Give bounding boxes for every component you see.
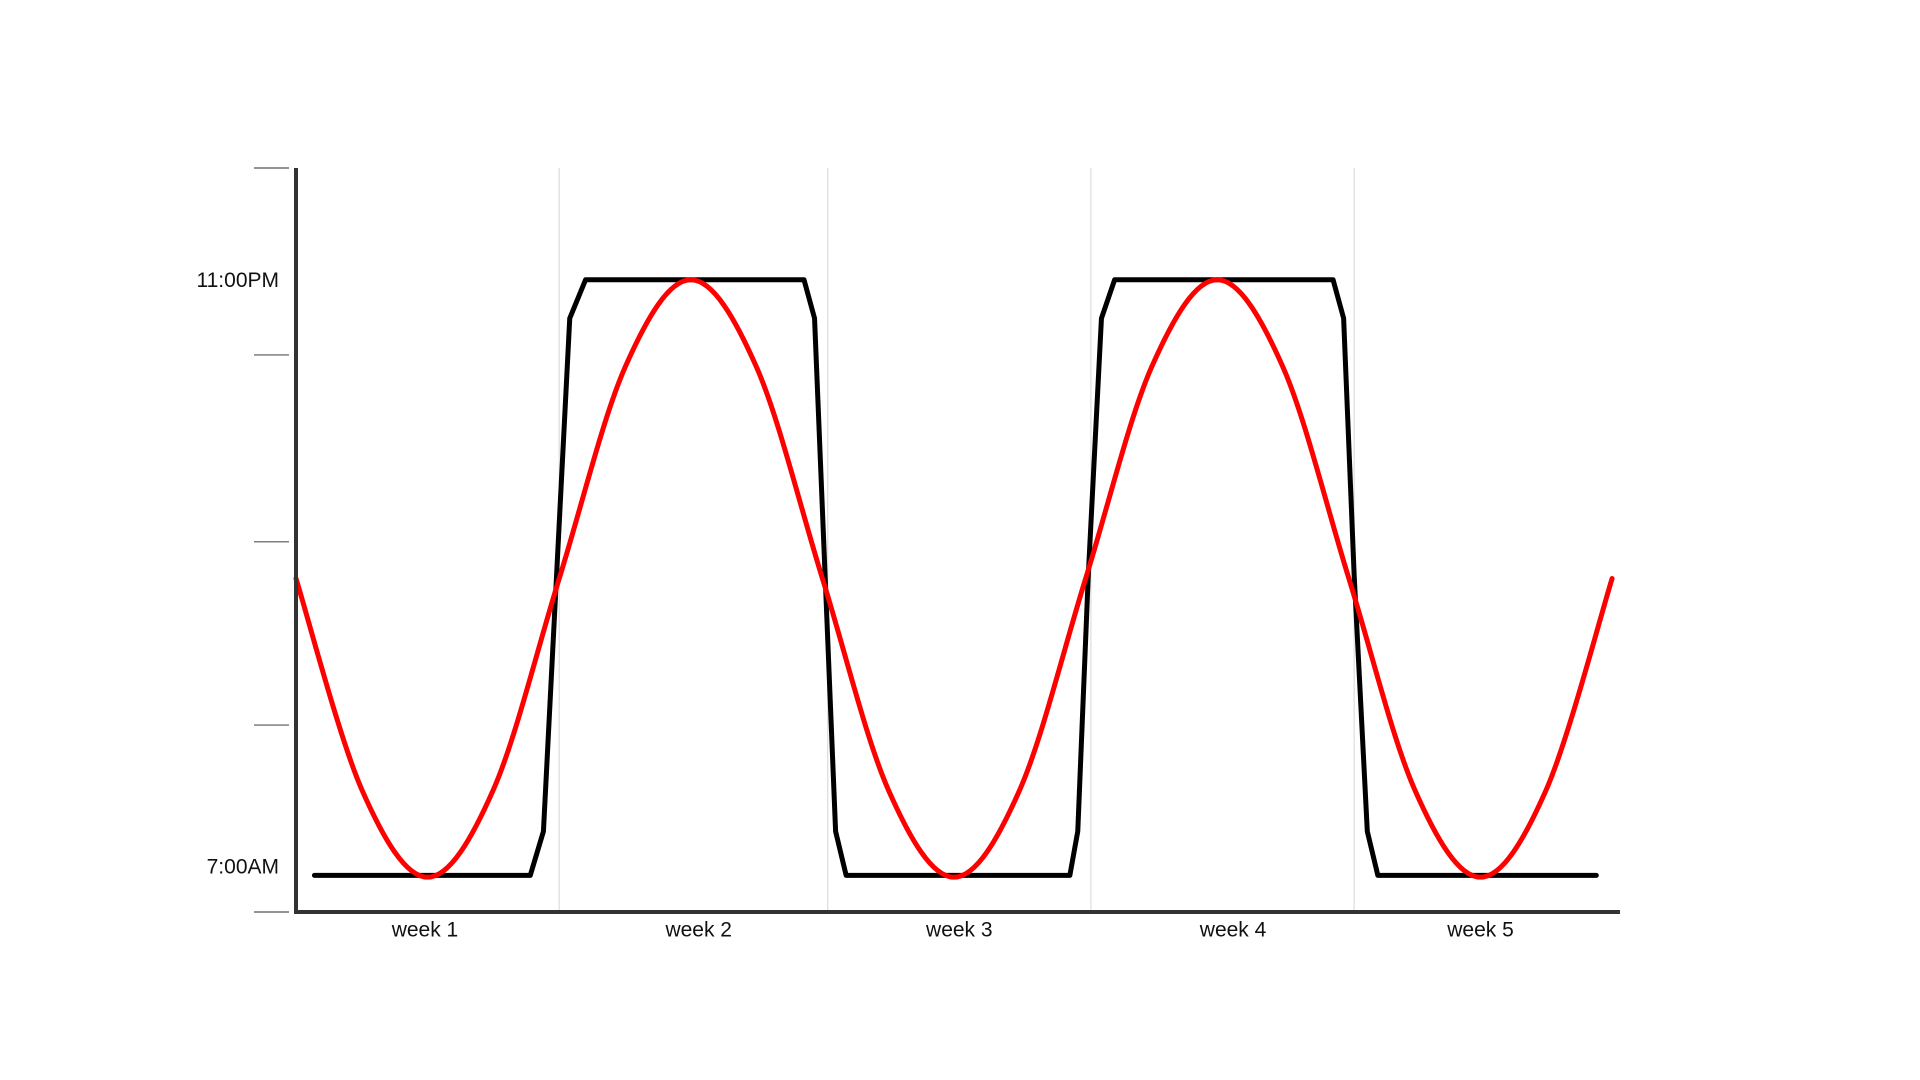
x-tick-label: week 2 — [664, 919, 732, 942]
line-series — [311, 277, 1599, 878]
x-tick-label: week 1 — [391, 919, 459, 942]
line-series — [293, 277, 1615, 880]
y-tick-label: 7:00AM — [207, 856, 279, 879]
x-tick-label: week 4 — [1199, 919, 1267, 942]
y-tick-label: 11:00PM — [197, 269, 280, 292]
x-tick-label: week 3 — [925, 919, 993, 942]
x-tick-label: week 5 — [1446, 919, 1514, 942]
